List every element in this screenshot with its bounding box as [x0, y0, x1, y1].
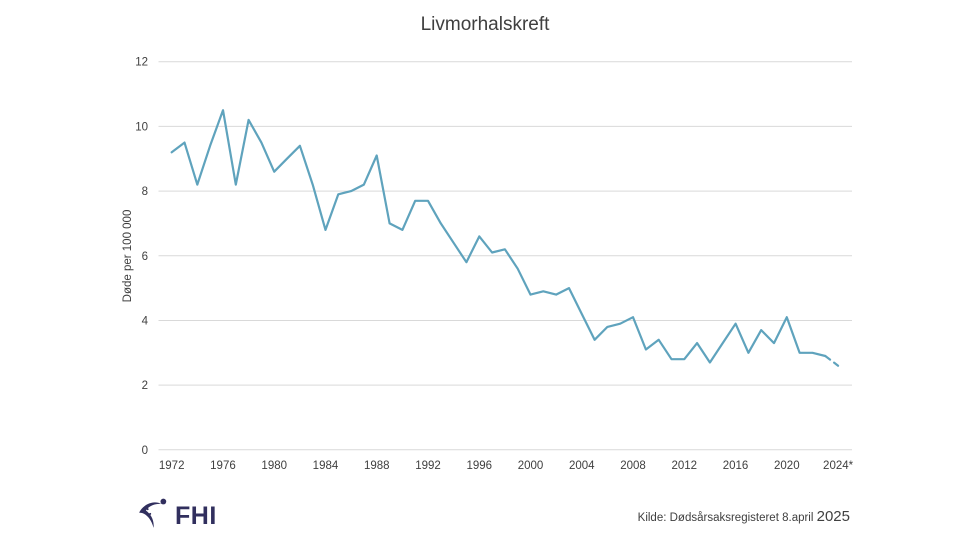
x-tick-label: 2012	[672, 460, 698, 472]
series-line	[170, 109, 827, 364]
fhi-logo: FHI	[137, 494, 217, 532]
y-tick-label: 2	[142, 380, 148, 392]
source-text: Kilde: Dødsårsaksregisteret 8.april	[637, 512, 817, 524]
source-year: 2025	[816, 508, 850, 525]
x-tick-label: 2008	[620, 460, 646, 472]
y-tick-label: 0	[142, 445, 148, 457]
y-tick-label: 6	[142, 251, 148, 263]
fhi-logo-text: FHI	[175, 501, 217, 530]
x-tick-label: 1984	[313, 460, 339, 472]
x-tick-label: 2004	[569, 460, 595, 472]
x-tick-label: 2020	[774, 460, 800, 472]
fhi-logo-mark	[139, 498, 167, 528]
x-tick-label: 1996	[466, 460, 492, 472]
y-tick-label: 12	[135, 57, 148, 69]
x-tick-label: 2024*	[823, 460, 854, 472]
source-line: Kilde: Dødsårsaksregisteret 8.april 2025	[638, 508, 850, 526]
y-tick-label: 4	[142, 315, 149, 327]
x-tick-label: 1992	[415, 460, 441, 472]
series-line-dashed	[824, 354, 840, 367]
x-tick-label: 1988	[364, 460, 390, 472]
chart-title: Livmorhalskreft	[420, 14, 550, 35]
x-tick-label: 1980	[261, 460, 287, 472]
x-tick-label: 1976	[210, 460, 236, 472]
x-tick-label: 1972	[159, 460, 185, 472]
y-tick-label: 10	[135, 121, 148, 133]
x-tick-label: 2016	[723, 460, 749, 472]
x-tick-label: 2000	[518, 460, 544, 472]
y-tick-label: 8	[142, 186, 148, 198]
